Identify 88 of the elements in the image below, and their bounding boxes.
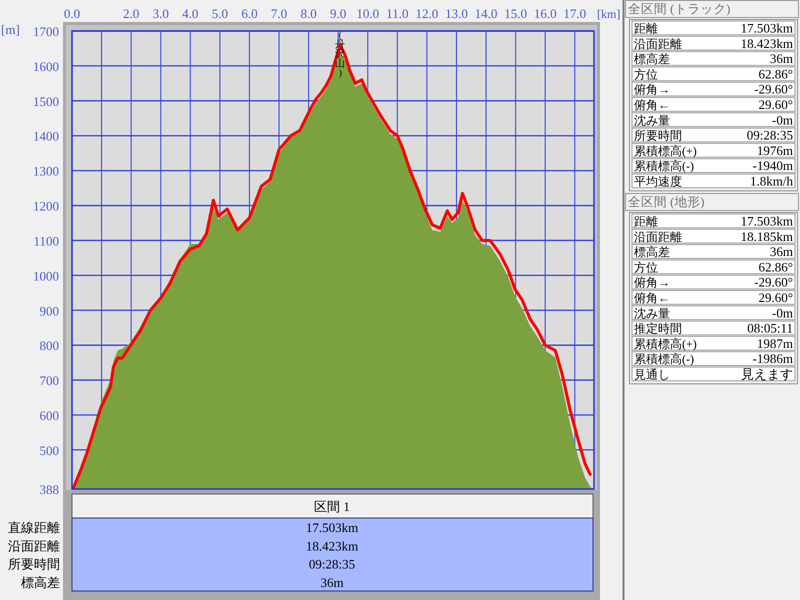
text: 累積標高(+) bbox=[634, 144, 697, 158]
text: 標高差 bbox=[634, 245, 670, 260]
y-tick-label: 1000 bbox=[33, 268, 59, 284]
y-tick-label: 388 bbox=[40, 482, 59, 497]
text: 17.503km bbox=[740, 20, 793, 36]
x-tick-label: 12.0 bbox=[416, 6, 438, 21]
x-tick-label: 6.0 bbox=[241, 6, 258, 21]
text: 方位 bbox=[634, 260, 658, 274]
text: 18.423km bbox=[740, 36, 793, 51]
y-tick-label: 1400 bbox=[33, 128, 59, 144]
text: -1940m bbox=[752, 158, 793, 174]
y-tick-label: 1600 bbox=[33, 58, 59, 74]
text: -0m bbox=[772, 305, 793, 320]
text: 標高差 bbox=[634, 52, 670, 66]
text: 沈み量 bbox=[634, 113, 670, 128]
text: 1987m bbox=[756, 336, 793, 351]
text: 沿面距離 bbox=[634, 36, 682, 51]
text: 方位 bbox=[634, 67, 658, 82]
x-tick-label: 5.0 bbox=[212, 6, 228, 21]
x-tick-label: 4.0 bbox=[182, 6, 198, 21]
y-tick-label: 800 bbox=[40, 338, 59, 354]
text: 俯角→ bbox=[634, 82, 670, 97]
text: 所要時間 bbox=[634, 128, 682, 143]
x-tick-label: 9.0 bbox=[330, 6, 346, 21]
text: 距離 bbox=[634, 22, 658, 36]
y-axis-title: [m] bbox=[1, 22, 20, 37]
text: 1.8km/h bbox=[750, 174, 794, 188]
text: 09:28:35 bbox=[308, 556, 356, 572]
x-tick-label: 7.0 bbox=[270, 6, 288, 21]
y-tick-label: 1700 bbox=[33, 24, 59, 39]
x-tick-label: 15.0 bbox=[504, 6, 527, 21]
text: 09:28:35 bbox=[746, 128, 793, 143]
x-tick-label: 17.0 bbox=[563, 6, 586, 21]
text: -29.60° bbox=[754, 274, 793, 290]
x-tick-label: 16.0 bbox=[534, 6, 557, 21]
text: -0m bbox=[772, 112, 793, 128]
text: 所要時間 bbox=[8, 556, 60, 572]
text: 36m bbox=[770, 51, 793, 66]
x-axis-title: [km] bbox=[597, 7, 620, 21]
y-tick-label: 1200 bbox=[33, 198, 59, 214]
text: 俯角← bbox=[634, 291, 670, 305]
text: 62.86° bbox=[758, 259, 793, 274]
text: -1986m bbox=[752, 351, 793, 366]
text: 36m bbox=[770, 244, 793, 260]
x-tick-label: 10.0 bbox=[356, 6, 380, 21]
text: 36m bbox=[320, 574, 344, 590]
text: 29.60° bbox=[758, 97, 793, 112]
text: 区間 1 bbox=[314, 499, 350, 514]
y-tick-label: 1100 bbox=[33, 233, 59, 248]
text: 17.503km bbox=[740, 214, 793, 228]
text: 俯角← bbox=[634, 98, 670, 112]
text: 18.423km bbox=[306, 538, 358, 554]
text: 直線距離 bbox=[8, 520, 60, 535]
text: 標高差 bbox=[21, 574, 60, 590]
text: 累積標高(-) bbox=[634, 159, 694, 174]
text: 平均速度 bbox=[634, 174, 682, 188]
text: 62.86° bbox=[758, 66, 793, 82]
x-tick-label: 8.0 bbox=[300, 6, 317, 21]
text: 沿面距離 bbox=[8, 538, 60, 554]
text: 08:05:11 bbox=[747, 320, 793, 336]
text: 沈み量 bbox=[634, 306, 670, 320]
y-tick-label: 900 bbox=[40, 303, 59, 318]
x-tick-label: 3.0 bbox=[152, 6, 169, 21]
y-tick-label: 1500 bbox=[33, 94, 59, 109]
text: 全区間 (トラック) bbox=[628, 2, 730, 16]
text: 18.185km bbox=[740, 228, 793, 244]
text: 沿面距離 bbox=[634, 230, 682, 244]
x-tick-label: 11.0 bbox=[386, 6, 408, 21]
text: 全区間 (地形) bbox=[628, 195, 704, 209]
x-tick-label: 2.0 bbox=[123, 6, 140, 21]
y-tick-label: 1300 bbox=[33, 164, 59, 179]
text: 累積標高(-) bbox=[634, 352, 694, 366]
text: 17.503km bbox=[306, 520, 358, 535]
text: 見えます bbox=[741, 366, 793, 382]
text: 29.60° bbox=[758, 290, 793, 305]
x-tick-label: 0.0 bbox=[64, 6, 80, 21]
y-tick-label: 600 bbox=[40, 408, 59, 423]
text: 見通し bbox=[634, 368, 670, 382]
x-tick-label: 13.0 bbox=[445, 6, 468, 21]
text: 累積標高(+) bbox=[634, 336, 697, 351]
text: 俯角→ bbox=[634, 276, 670, 290]
text: 1976m bbox=[756, 142, 793, 158]
y-tick-label: 700 bbox=[40, 373, 59, 388]
text: 推定時間 bbox=[634, 322, 682, 336]
text: -29.60° bbox=[754, 82, 793, 97]
text: 距離 bbox=[634, 214, 658, 228]
y-tick-label: 500 bbox=[40, 442, 59, 458]
x-tick-label: 14.0 bbox=[474, 6, 498, 21]
